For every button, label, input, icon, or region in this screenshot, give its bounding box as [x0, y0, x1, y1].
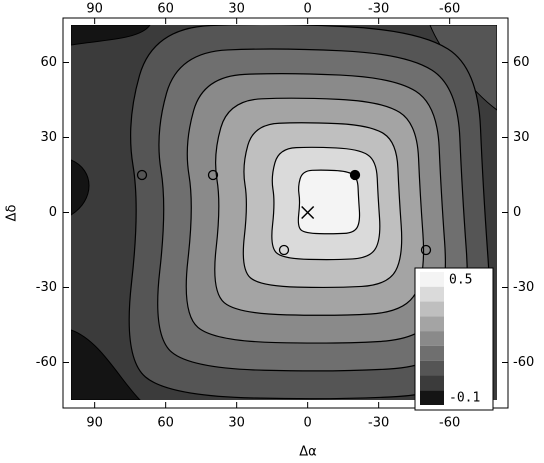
x-axis-label: Δα — [299, 445, 316, 460]
contour-band — [71, 25, 151, 46]
open-marker — [278, 244, 290, 256]
x-tick-label: 0 — [304, 2, 312, 17]
colorbar-min-label: -0.1 — [449, 391, 480, 406]
y-tick-label: 60 — [513, 55, 530, 70]
x-tick-label: 60 — [157, 2, 174, 17]
x-tick-label: 60 — [157, 416, 174, 431]
open-marker — [207, 169, 219, 181]
y-tick-label: 60 — [40, 55, 57, 70]
colorbar-max-label: 0.5 — [449, 273, 472, 288]
y-tick-label: 0 — [513, 205, 521, 220]
colorbar-swatch — [420, 286, 444, 302]
contour-band — [71, 159, 90, 216]
colorbar-swatch — [420, 390, 444, 405]
cross-marker — [301, 205, 315, 220]
colorbar: 0.5 -0.1 — [414, 267, 494, 411]
colorbar-swatch — [420, 360, 444, 376]
colorbar-swatch — [420, 331, 444, 346]
x-tick-label: 30 — [228, 416, 245, 431]
x-tick-label: 90 — [86, 2, 103, 17]
x-tick-label: -30 — [368, 416, 389, 431]
open-marker — [420, 244, 432, 256]
y-tick-label: 30 — [513, 130, 530, 145]
colorbar-swatch — [420, 272, 444, 287]
y-axis-label: Δδ — [5, 205, 20, 222]
y-tick-label: 0 — [49, 205, 57, 220]
y-tick-label: -30 — [513, 280, 534, 295]
y-tick-label: 30 — [40, 130, 57, 145]
x-tick-label: -60 — [439, 416, 460, 431]
contour-band — [71, 329, 141, 400]
y-tick-label: -30 — [36, 280, 57, 295]
x-tick-label: -30 — [368, 2, 389, 17]
x-tick-label: 0 — [304, 416, 312, 431]
contour-band — [297, 169, 361, 235]
colorbar-swatch — [420, 345, 444, 361]
y-tick-label: -60 — [36, 355, 57, 370]
filled-marker — [349, 169, 361, 181]
colorbar-swatch — [420, 316, 444, 332]
y-tick-label: -60 — [513, 355, 534, 370]
open-marker — [136, 169, 148, 181]
colorbar-swatch — [420, 375, 444, 391]
x-tick-label: 30 — [228, 2, 245, 17]
colorbar-swatch — [420, 301, 444, 317]
x-tick-label: -60 — [439, 2, 460, 17]
x-tick-label: 90 — [86, 416, 103, 431]
